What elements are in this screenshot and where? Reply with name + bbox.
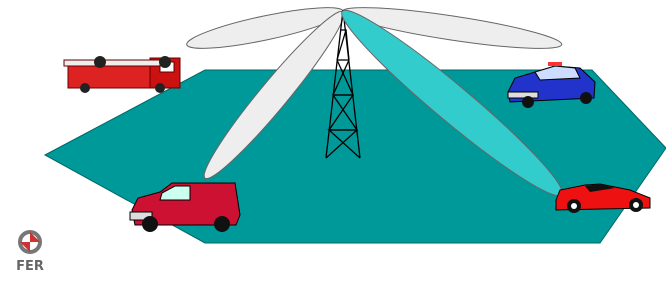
fire-truck: [64, 56, 180, 93]
logo-text: FER: [16, 259, 44, 274]
logo: FER: [16, 232, 44, 274]
diagram: FER: [0, 0, 666, 281]
